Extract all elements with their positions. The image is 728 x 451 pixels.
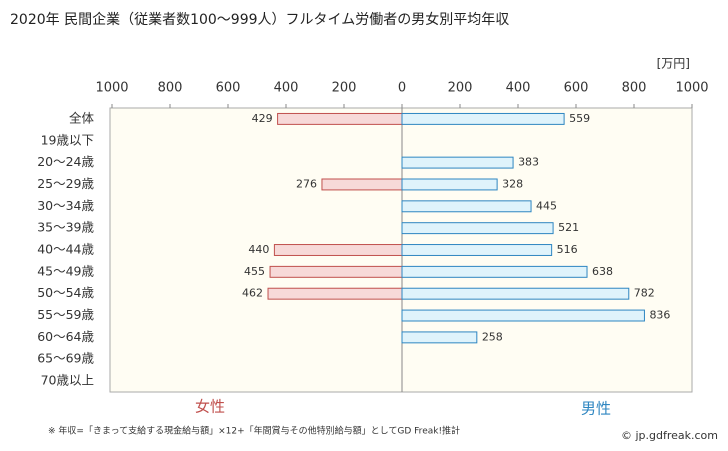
bar bbox=[267, 287, 403, 300]
x-tick-label: 200 bbox=[448, 81, 473, 96]
bar bbox=[401, 112, 565, 125]
category-label: 50～54歳 bbox=[37, 285, 94, 300]
bar bbox=[401, 265, 588, 278]
legend-label: 男性 bbox=[581, 400, 611, 418]
bar bbox=[401, 178, 498, 191]
value-label: 455 bbox=[244, 265, 265, 278]
x-tick-label: 1000 bbox=[675, 81, 708, 96]
footnote: ※ 年収=「きまって支給する現金給与額」×12+「年間賞与その他特別給与額」とし… bbox=[48, 425, 460, 437]
bar bbox=[401, 309, 645, 322]
value-label: 836 bbox=[649, 309, 670, 322]
category-label: 45～49歳 bbox=[37, 263, 94, 278]
value-label: 521 bbox=[558, 221, 579, 234]
x-tick-label: 400 bbox=[274, 81, 299, 96]
category-label: 65～69歳 bbox=[37, 351, 94, 366]
value-label: 445 bbox=[536, 199, 557, 212]
bar bbox=[401, 287, 630, 300]
credit: © jp.gdfreak.com bbox=[621, 429, 718, 442]
bar bbox=[273, 244, 403, 256]
value-label: 462 bbox=[242, 287, 263, 300]
value-label: 429 bbox=[252, 112, 273, 125]
legend-label: 女性 bbox=[195, 398, 225, 416]
x-tick-label: 200 bbox=[332, 81, 357, 96]
value-label: 638 bbox=[592, 265, 613, 278]
value-label: 559 bbox=[569, 112, 590, 125]
category-label: 60～64歳 bbox=[37, 329, 94, 344]
value-label: 328 bbox=[502, 177, 523, 190]
category-label: 19歳以下 bbox=[41, 132, 94, 147]
category-label: 25～29歳 bbox=[37, 176, 94, 191]
chart-title: 2020年 民間企業（従業者数100～999人）フルタイム労働者の男女別平均年収 bbox=[10, 11, 509, 28]
x-tick-label: 600 bbox=[564, 81, 589, 96]
value-label: 782 bbox=[634, 287, 655, 300]
x-tick-label: 400 bbox=[506, 81, 531, 96]
category-label: 20～24歳 bbox=[37, 154, 94, 169]
bar bbox=[401, 200, 532, 213]
category-label: 全体 bbox=[69, 110, 95, 125]
value-label: 258 bbox=[482, 330, 503, 343]
x-tick-label: 600 bbox=[216, 81, 241, 96]
x-tick-label: 800 bbox=[622, 81, 647, 96]
bar bbox=[321, 178, 403, 191]
category-label: 55～59歳 bbox=[37, 307, 94, 322]
bar bbox=[401, 156, 514, 169]
category-label: 40～44歳 bbox=[37, 242, 94, 257]
x-tick-label: 1000 bbox=[95, 81, 128, 96]
value-label: 383 bbox=[518, 156, 539, 169]
unit-label: [万円] bbox=[657, 57, 690, 71]
x-tick-label: 800 bbox=[158, 81, 183, 96]
category-label: 70歳以上 bbox=[41, 373, 94, 388]
x-tick-label: 0 bbox=[398, 81, 406, 96]
bar bbox=[277, 112, 403, 125]
bar bbox=[401, 331, 478, 344]
value-label: 516 bbox=[557, 243, 578, 256]
bar bbox=[269, 265, 403, 278]
value-label: 276 bbox=[296, 177, 317, 190]
category-label: 30～34歳 bbox=[37, 198, 94, 213]
bar bbox=[401, 222, 554, 235]
value-label: 440 bbox=[248, 243, 269, 256]
category-label: 35～39歳 bbox=[37, 220, 94, 235]
bar bbox=[401, 244, 553, 256]
